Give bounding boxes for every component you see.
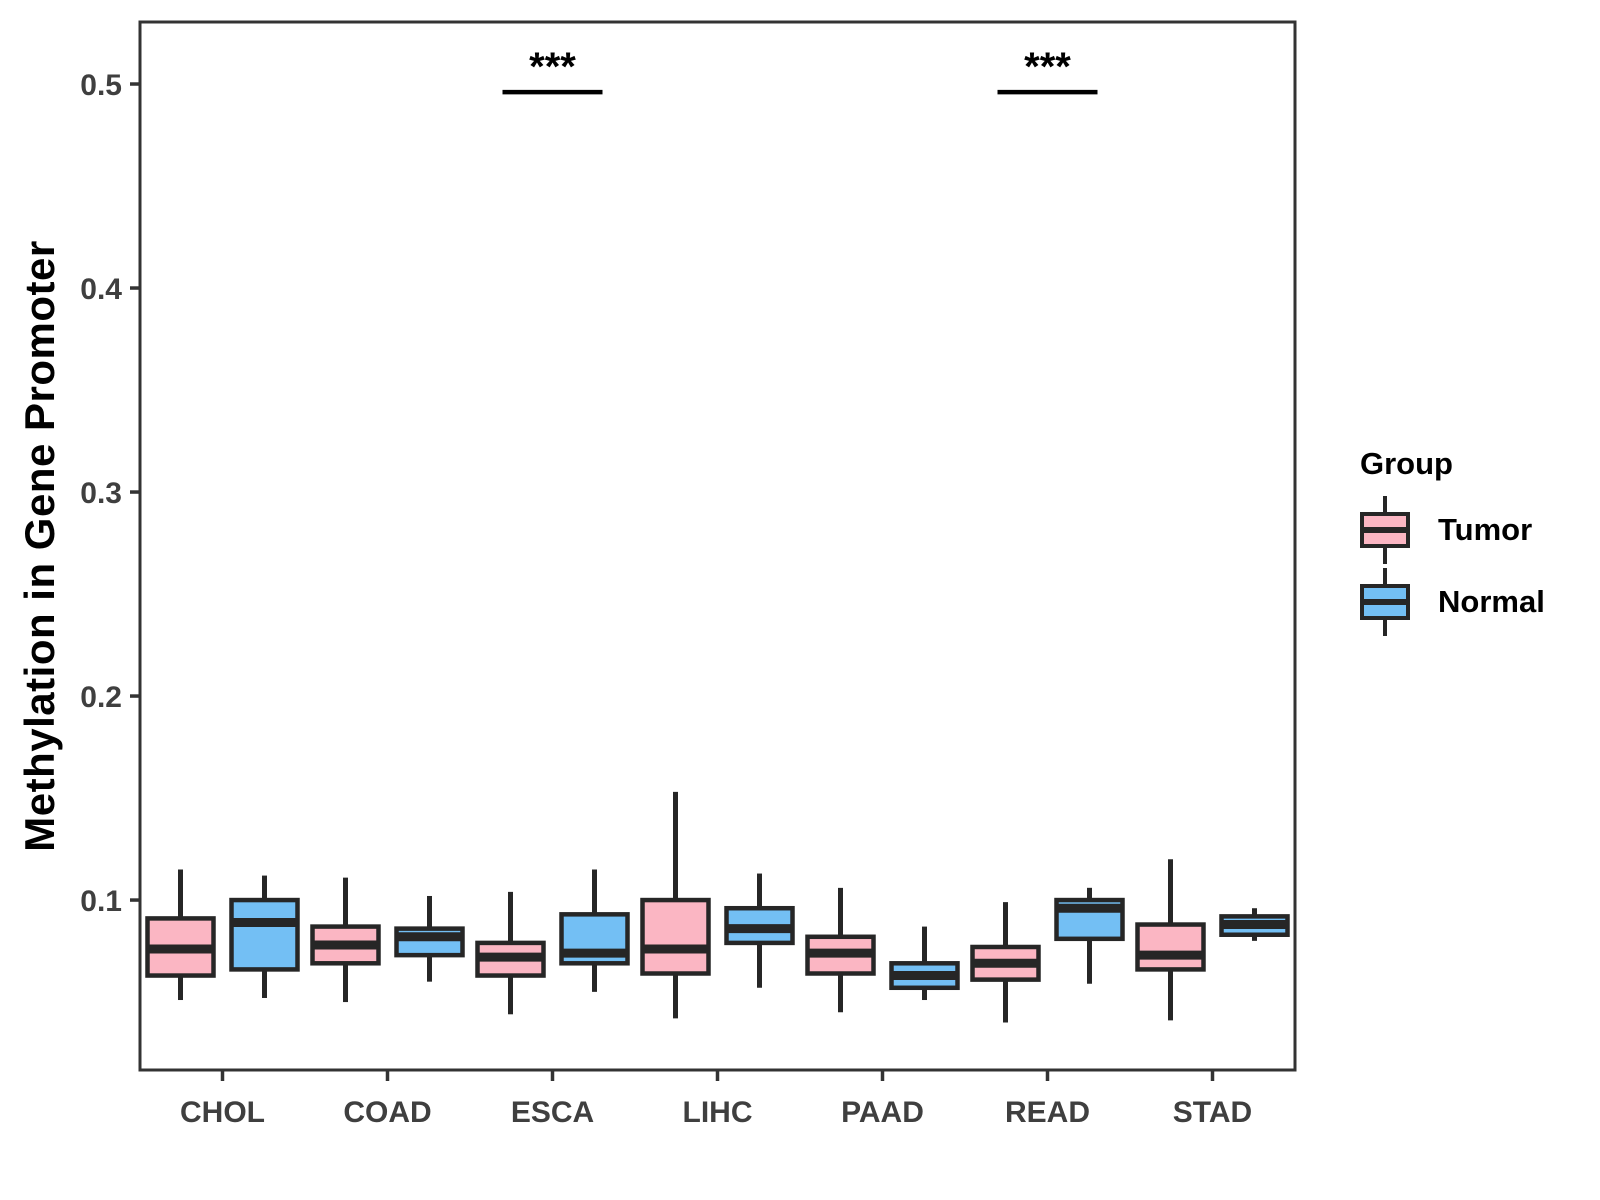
y-tick-label: 0.4 [80,273,122,306]
x-tick-label-chol: CHOL [180,1096,265,1129]
significance-stars-esca: *** [529,45,576,89]
x-tick-label-stad: STAD [1173,1096,1252,1129]
x-tick-label-read: READ [1005,1096,1090,1129]
legend-entry-tumor: Tumor [1358,494,1600,566]
x-tick-label-coad: COAD [343,1096,431,1129]
legend-label-tumor: Tumor [1438,512,1533,547]
legend-entry-normal: Normal [1358,566,1600,638]
box-tumor-stad [1135,922,1206,972]
x-tick-label-paad: PAAD [841,1096,924,1129]
box-normal-chol [229,897,300,972]
normal-boxplot-key-icon [1360,568,1410,636]
legend-label-normal: Normal [1438,584,1545,619]
y-axis-title: Methylation in Gene Promoter [16,240,63,852]
y-tick-label: 0.3 [80,477,122,510]
significance-stars-read: *** [1024,45,1071,89]
box-tumor-lihc [640,897,711,976]
y-tick-label: 0.2 [80,681,122,714]
x-tick-label-esca: ESCA [511,1096,594,1129]
x-tick-label-lihc: LIHC [683,1096,753,1129]
y-tick-label: 0.1 [80,885,122,918]
legend: Group Tumor Normal [1358,446,1600,638]
y-tick-label: 0.5 [80,69,122,102]
legend-title: Group [1360,446,1453,481]
tumor-boxplot-key-icon [1360,496,1410,564]
